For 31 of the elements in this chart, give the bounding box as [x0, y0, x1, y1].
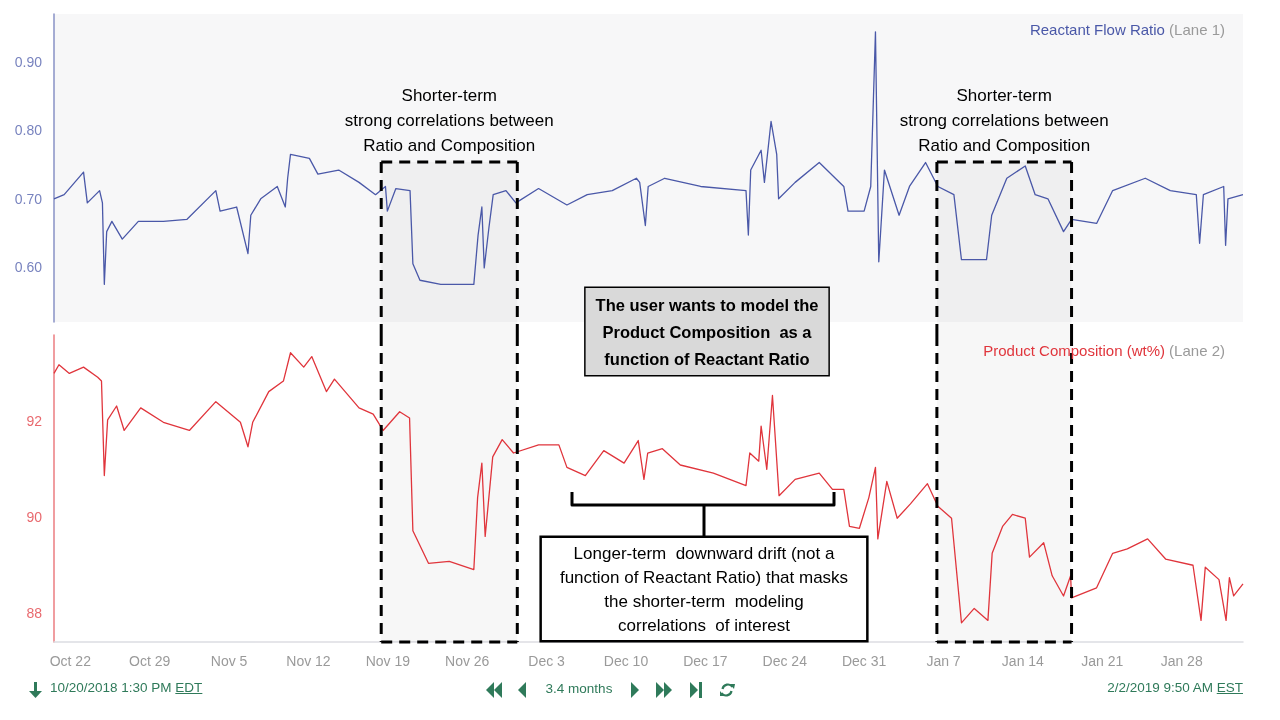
- annotation: The user wants to model the Product Composition as a function of Reactant Ratio: [595, 295, 819, 368]
- x-tick-label: Nov 12: [286, 653, 331, 669]
- text: Reactant Flow Ratio (Lane 1): [1029, 21, 1226, 38]
- text: 2/2/2019 9:50 AM EST: [1107, 680, 1243, 695]
- x-tick-label: Dec 3: [528, 653, 566, 669]
- x-tick-label: Jan 14: [1001, 653, 1045, 669]
- x-tick-label: Dec 24: [762, 653, 808, 669]
- text: Product Composition (wt%) (Lane 2): [983, 342, 1226, 359]
- text: 10/20/2018 1:30 PM EDT: [50, 680, 203, 695]
- x-tick-label: Dec 17: [683, 653, 728, 669]
- x-tick-label: Jan 28: [1160, 653, 1203, 669]
- y-tick-label: 0.70: [14, 190, 43, 207]
- text: 3.4 months: [544, 681, 614, 696]
- x-tick-label: Oct 29: [129, 653, 171, 669]
- y-tick-label: 90: [26, 509, 43, 526]
- y-tick-label: 88: [26, 605, 43, 622]
- y-tick-label: 0.60: [14, 259, 43, 276]
- x-tick-label: Jan 7: [926, 653, 961, 669]
- x-tick-label: Nov 26: [445, 653, 490, 669]
- y-tick-label: 0.90: [14, 53, 43, 70]
- x-tick-label: Dec 31: [841, 653, 887, 669]
- x-tick-label: Nov 19: [365, 653, 411, 669]
- x-tick-label: Dec 10: [603, 653, 649, 669]
- x-tick-label: Oct 22: [49, 653, 92, 669]
- x-tick-label: Nov 5: [210, 653, 248, 669]
- band-label: Shorter-term strong correlations between Ratio and Composition: [344, 86, 554, 155]
- annotation: Longer-term downward drift (not a function of Reactant Ratio) that masks the shorter-term modeling correlations of interest: [559, 543, 849, 635]
- y-tick-label: 0.80: [14, 122, 43, 139]
- y-tick-label: 92: [26, 413, 43, 430]
- band-label: Shorter-term strong correlations between Ratio and Composition: [899, 86, 1109, 155]
- x-tick-label: Jan 21: [1081, 653, 1124, 669]
